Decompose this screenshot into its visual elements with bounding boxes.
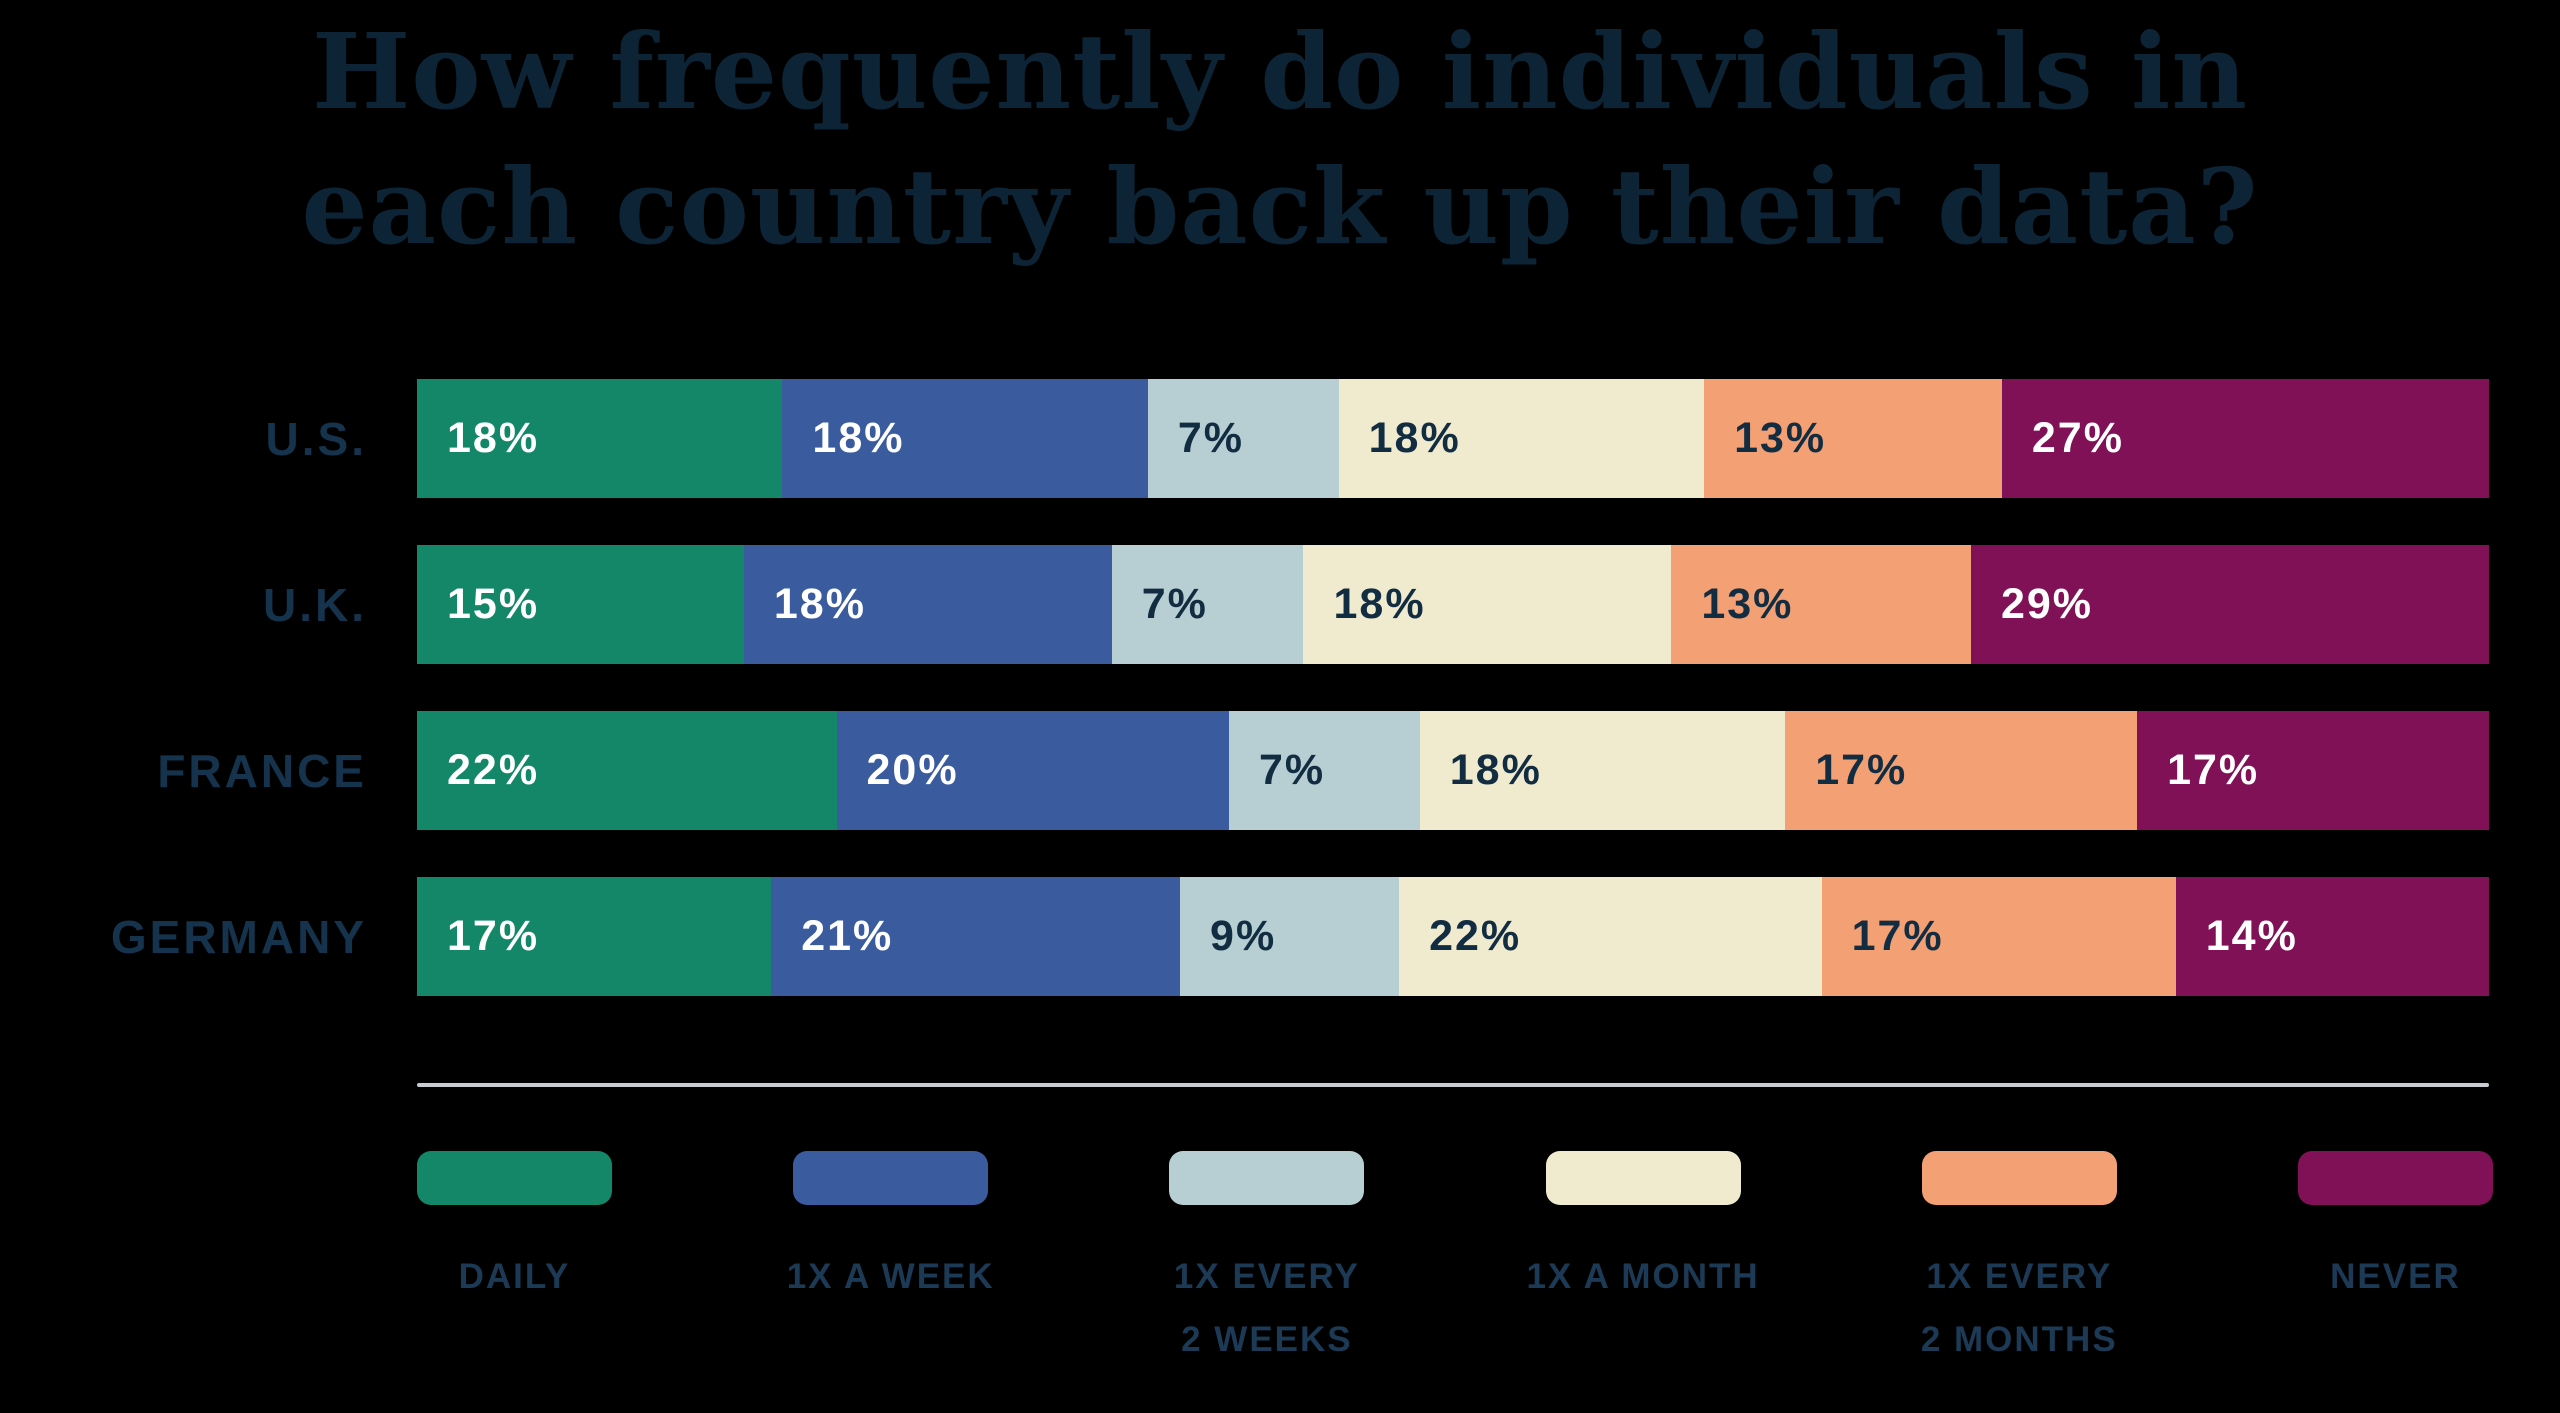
- legend-label: 1X A MONTH: [1526, 1257, 1760, 1296]
- chart-row: U.S. 18% 18% 7% 18% 13% 27%: [266, 379, 2489, 498]
- bar-segment: 7%: [1147, 379, 1339, 498]
- bar-segment: 17%: [1821, 877, 2176, 996]
- segment-value: 13%: [1701, 580, 1794, 628]
- segment-value: 18%: [1368, 414, 1461, 462]
- bar-segment: 15%: [417, 545, 744, 664]
- segment-value: 21%: [801, 912, 894, 960]
- segment-value: 14%: [2205, 912, 2298, 960]
- segment-value: 7%: [1141, 580, 1208, 628]
- chart-row: FRANCE 22% 20% 7% 18% 17% 17%: [157, 711, 2489, 830]
- legend-item: 1X EVERY 2 WEEKS: [1169, 1151, 1365, 1371]
- bar-segment: 20%: [836, 711, 1229, 830]
- bar-segments: 17% 21% 9% 22% 17% 14%: [417, 877, 2489, 996]
- bar-segment: 27%: [2001, 379, 2489, 498]
- bar-segment: 17%: [1785, 711, 2138, 830]
- segment-value: 22%: [447, 746, 540, 794]
- bar-segment: 18%: [782, 379, 1148, 498]
- bar-segment: 29%: [1970, 545, 2489, 664]
- bar-segment: 17%: [417, 877, 772, 996]
- segment-value: 18%: [1449, 746, 1542, 794]
- bar-segment: 9%: [1180, 877, 1400, 996]
- legend-swatch: [1921, 1151, 2117, 1205]
- chart-title-line-2: each country back up their data?: [301, 145, 2259, 269]
- bar-segment: 7%: [1228, 711, 1420, 830]
- legend-label: DAILY: [458, 1257, 571, 1296]
- bar-segment: 13%: [1704, 379, 2002, 498]
- chart-title-line-1: How frequently do individuals in: [311, 10, 2249, 133]
- bar-segment: 18%: [743, 545, 1112, 664]
- legend-separator-line: [417, 1083, 2489, 1087]
- segment-value: 7%: [1177, 414, 1244, 462]
- legend-label: 1X A WEEK: [786, 1257, 995, 1296]
- legend-item: 1X EVERY 2 MONTHS: [1920, 1151, 2118, 1371]
- legend-label: NEVER: [2330, 1257, 2461, 1296]
- chart-rows: U.S. 18% 18% 7% 18% 13% 27% U.K. 15% 18% 7% 18% 13% 2…: [111, 379, 2489, 1043]
- legend-swatch: [1169, 1151, 1365, 1205]
- legend-item: NEVER: [2297, 1151, 2493, 1371]
- bar-segment: 22%: [1399, 877, 1822, 996]
- segment-value: 17%: [2167, 746, 2260, 794]
- legend-item: 1X A MONTH: [1526, 1151, 1758, 1371]
- bar-segment: 14%: [2175, 877, 2489, 996]
- bar-segment: 21%: [771, 877, 1181, 996]
- country-label: FRANCE: [157, 744, 367, 797]
- bar-segment: 18%: [1303, 545, 1672, 664]
- chart-title: How frequently do individuals in each co…: [0, 4, 2560, 274]
- country-label: U.K.: [263, 578, 367, 631]
- segment-value: 13%: [1734, 414, 1827, 462]
- bar-segment: 18%: [417, 379, 783, 498]
- segment-value: 29%: [2000, 580, 2094, 628]
- segment-value: 18%: [447, 414, 540, 462]
- legend-item: 1X A WEEK: [787, 1151, 993, 1371]
- chart-row: GERMANY 17% 21% 9% 22% 17% 14%: [111, 877, 2489, 996]
- country-label: U.S.: [265, 412, 367, 465]
- segment-value: 22%: [1429, 912, 1522, 960]
- segment-value: 17%: [1815, 746, 1908, 794]
- segment-value: 18%: [1333, 580, 1426, 628]
- bar-segments: 18% 18% 7% 18% 13% 27%: [417, 379, 2489, 498]
- bar-segment: 18%: [1419, 711, 1786, 830]
- bar-segments: 22% 20% 7% 18% 17% 17%: [417, 711, 2489, 830]
- segment-value: 17%: [447, 912, 540, 960]
- legend-swatch: [2297, 1151, 2493, 1205]
- segment-value: 15%: [447, 580, 540, 628]
- chart-row: U.K. 15% 18% 7% 18% 13% 29%: [263, 545, 2489, 664]
- bar-segments: 15% 18% 7% 18% 13% 29%: [417, 545, 2489, 664]
- bar-segment: 13%: [1671, 545, 1971, 664]
- bar-segment: 7%: [1111, 545, 1304, 664]
- legend-swatch: [793, 1151, 989, 1205]
- legend-swatch: [417, 1151, 612, 1205]
- segment-value: 18%: [812, 414, 905, 462]
- segment-value: 18%: [773, 580, 866, 628]
- segment-value: 7%: [1258, 746, 1326, 794]
- bar-segment: 18%: [1338, 379, 1705, 498]
- country-label: GERMANY: [110, 910, 367, 963]
- segment-value: 27%: [2031, 414, 2124, 462]
- bar-segment: 17%: [2137, 711, 2489, 830]
- segment-value: 9%: [1210, 912, 1277, 960]
- legend-swatch: [1545, 1151, 1741, 1205]
- legend-label: 1X EVERY 2 MONTHS: [1920, 1257, 2118, 1359]
- bar-segment: 22%: [417, 711, 837, 830]
- legend-label: 1X EVERY 2 WEEKS: [1173, 1257, 1360, 1359]
- segment-value: 17%: [1851, 912, 1944, 960]
- legend: DAILY 1X A WEEK 1X EVERY 2 WEEKS 1X A MONTH…: [417, 1151, 2493, 1371]
- segment-value: 20%: [866, 746, 959, 794]
- legend-item: DAILY: [417, 1151, 612, 1371]
